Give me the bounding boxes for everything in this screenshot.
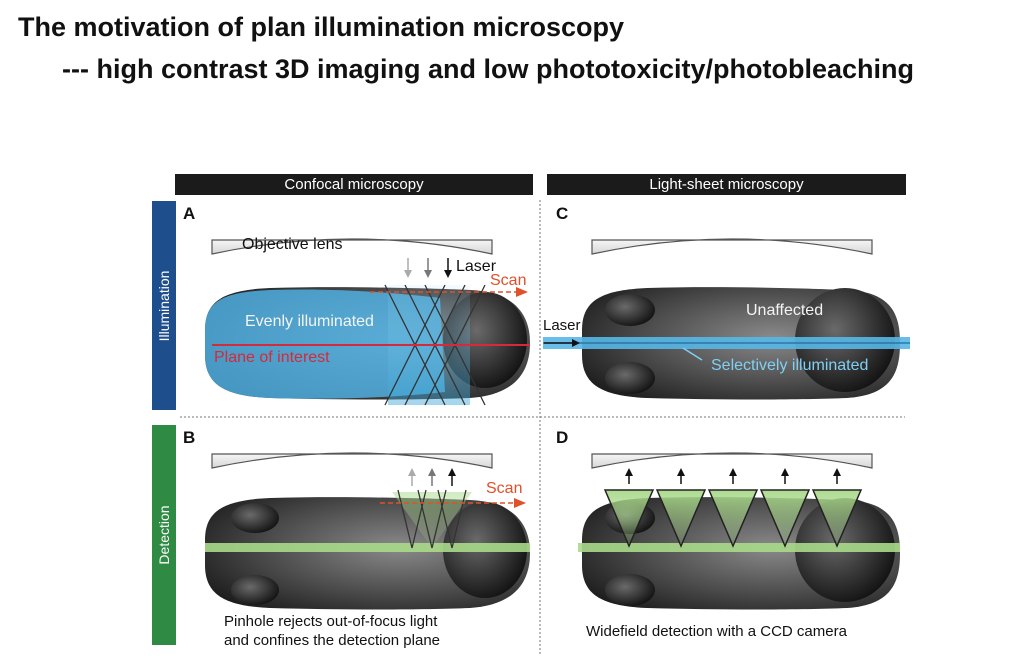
column-header-light-sheet: Light-sheet microscopy (547, 174, 906, 195)
detection-cones-b (392, 489, 472, 549)
caption-b-line2: and confines the detection plane (224, 632, 440, 649)
detection-arrows-d (625, 468, 841, 484)
panel-letter-b: B (183, 428, 196, 447)
laser-arrow-c (544, 339, 580, 347)
scan-arrow-a (370, 287, 528, 297)
scan-arrow-b (380, 498, 526, 508)
slide-subtitle: --- high contrast 3D imaging and low pho… (62, 54, 914, 84)
evenly-illuminated-label: Evenly illuminated (245, 313, 374, 330)
panel-c (543, 238, 910, 400)
caption-b-line1: Pinhole rejects out-of-focus light (224, 613, 438, 630)
detection-cones-d (603, 489, 863, 548)
unaffected-label: Unaffected (746, 302, 824, 319)
panel-d (578, 452, 900, 610)
objective-lens-b (211, 452, 493, 469)
panel-letter-d: D (556, 428, 569, 447)
scan-label-b: Scan (486, 480, 523, 497)
detection-plane-b (205, 543, 530, 552)
fish-a (205, 287, 530, 400)
row-label-detection: Detection (152, 425, 176, 645)
plane-of-interest-label: Plane of interest (214, 349, 330, 366)
caption-d: Widefield detection with a CCD camera (586, 623, 847, 640)
objective-lens-c (591, 238, 873, 255)
detection-plane-d (578, 543, 900, 552)
objective-lens-d (591, 452, 873, 469)
panel-b (205, 452, 530, 610)
selectively-illuminated-label: Selectively illuminated (711, 357, 869, 374)
selective-label-pointer (682, 347, 703, 361)
laser-arrows-a (404, 258, 452, 278)
laser-label-c: Laser (543, 317, 581, 334)
detection-arrows-b (408, 468, 456, 486)
laser-label-a: Laser (456, 258, 497, 275)
objective-lens-label: Objective lens (242, 236, 343, 253)
panel-letter-c: C (556, 204, 569, 223)
fish-d (582, 497, 900, 610)
column-header-confocal: Confocal microscopy (175, 174, 533, 195)
slide-title: The motivation of plan illumination micr… (18, 12, 625, 42)
panel-a (205, 238, 530, 406)
row-label-illumination: Illumination (152, 201, 176, 410)
objective-lens-a (211, 238, 493, 255)
scan-label-a: Scan (490, 272, 527, 289)
fish-b (205, 497, 530, 610)
panel-letter-a: A (183, 204, 196, 223)
